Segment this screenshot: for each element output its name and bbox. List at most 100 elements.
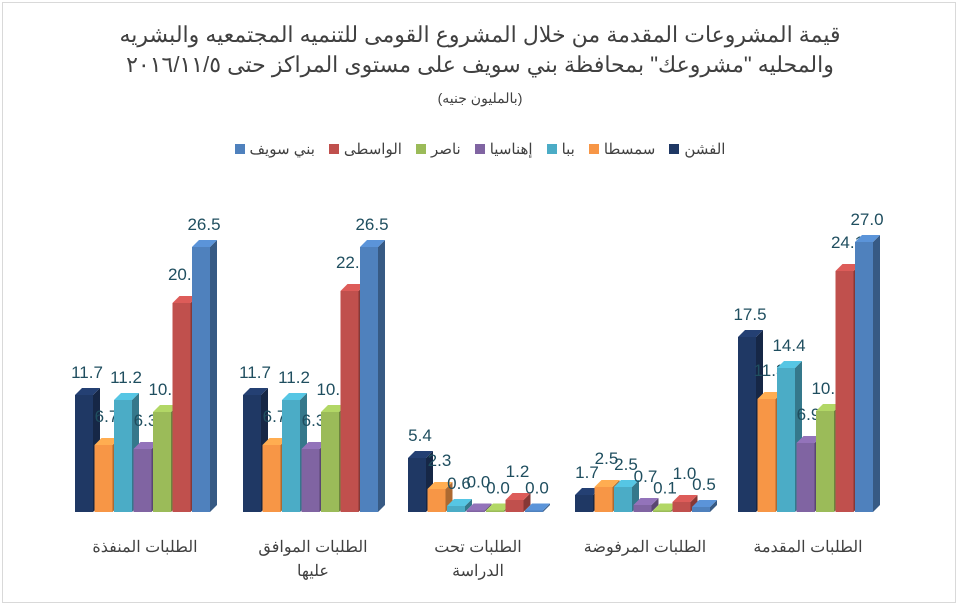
bar xyxy=(340,291,359,512)
bar xyxy=(172,303,191,512)
category-label: عليها xyxy=(297,563,329,580)
bar-top xyxy=(692,500,717,507)
bar xyxy=(153,412,171,512)
legend-swatch xyxy=(474,144,485,154)
bar xyxy=(486,510,504,512)
bar-top xyxy=(192,240,217,247)
bar xyxy=(243,395,261,512)
legend-item: الواسطى xyxy=(328,140,402,158)
bar-top xyxy=(594,480,620,487)
data-label: 5.4 xyxy=(408,426,432,445)
bar-top xyxy=(816,404,841,411)
data-label: 0.5 xyxy=(692,475,716,494)
category-label: الدراسة xyxy=(452,563,504,580)
legend-swatch xyxy=(669,144,680,154)
legend-label: الفشن xyxy=(684,141,726,158)
bar-top xyxy=(835,264,861,271)
bar xyxy=(835,271,854,512)
bar xyxy=(855,242,873,512)
bar xyxy=(321,412,339,512)
bar-top xyxy=(75,388,100,395)
bar-top xyxy=(301,442,327,449)
legend-label: سمسطا xyxy=(603,141,656,158)
bar xyxy=(192,247,210,512)
bar-top xyxy=(855,235,880,242)
legend: الفشن سمسطا ببا إهناسيا ناصر الواسطى بني سويف xyxy=(0,140,960,158)
bar-top xyxy=(575,488,600,495)
legend-item: إهناسيا xyxy=(474,140,533,158)
bar-top xyxy=(633,498,659,505)
bar-top xyxy=(486,503,511,511)
data-label: 6.7 xyxy=(95,407,119,426)
category-label: الطلبات الموافق xyxy=(258,539,367,556)
legend-swatch xyxy=(234,144,245,154)
data-label: 6.7 xyxy=(263,407,287,426)
category-label: الطلبات تحت xyxy=(434,539,521,556)
bar xyxy=(447,506,465,512)
category-label: الطلبات المنفذة xyxy=(92,539,197,556)
bar-top xyxy=(360,240,385,247)
category-label: الطلبات المقدمة xyxy=(753,539,862,556)
bar-top xyxy=(672,495,698,502)
bar-top xyxy=(614,480,639,487)
bar-top xyxy=(262,438,288,445)
legend-label: ناصر xyxy=(430,141,461,158)
legend-item: الفشن xyxy=(669,140,725,158)
data-label: 11.7 xyxy=(71,363,103,382)
data-label: 1.7 xyxy=(575,463,599,482)
bar-top xyxy=(738,330,763,337)
bar xyxy=(796,443,815,512)
legend-item: سمسطا xyxy=(588,140,656,158)
data-label: 0.6 xyxy=(447,474,471,493)
bar-side xyxy=(523,493,531,512)
data-label: 6.3 xyxy=(134,411,158,430)
data-label: 11.2 xyxy=(278,368,310,387)
bar xyxy=(653,510,671,512)
data-label: 6.9 xyxy=(797,405,821,424)
bar xyxy=(594,487,613,512)
bar xyxy=(282,400,300,512)
data-label: 11.2 xyxy=(110,368,142,387)
bar-top xyxy=(321,405,346,412)
data-label: 27.0 xyxy=(850,210,883,229)
bar xyxy=(692,507,710,512)
bar xyxy=(360,247,378,512)
bar-side xyxy=(484,503,492,512)
bar xyxy=(75,395,93,512)
bar xyxy=(133,449,152,512)
chart-title-line2: والمحليه "مشروعك" بمحافظة بني سويف على م… xyxy=(126,52,834,77)
legend-label: ببا xyxy=(561,141,575,158)
bar-top xyxy=(114,393,139,400)
legend-swatch xyxy=(415,144,426,154)
bar xyxy=(505,500,524,512)
bar-side xyxy=(210,240,217,512)
legend-swatch xyxy=(328,144,339,154)
bar xyxy=(633,505,652,512)
chart-title-line1: قيمة المشروعات المقدمة من خلال المشروع ا… xyxy=(119,22,841,47)
data-label: 1.0 xyxy=(673,464,697,483)
legend-item: ببا xyxy=(546,140,575,158)
bar-side xyxy=(873,235,880,512)
bar-top xyxy=(133,442,159,449)
bar-top xyxy=(282,393,307,400)
bar xyxy=(408,458,426,512)
legend-item: ناصر xyxy=(415,140,461,158)
bar-side xyxy=(710,500,717,512)
data-label: 1.2 xyxy=(506,462,530,481)
bar-top xyxy=(153,405,178,412)
data-label: 2.5 xyxy=(595,449,619,468)
data-label: 0.1 xyxy=(653,479,677,498)
bar-top xyxy=(408,451,433,458)
bar-side xyxy=(378,240,385,512)
bar xyxy=(738,337,756,512)
bar-top xyxy=(757,392,783,399)
legend-label: إهناسيا xyxy=(489,141,533,158)
bar-top xyxy=(777,361,802,368)
bar-top xyxy=(172,296,198,303)
data-label: 11.7 xyxy=(239,363,271,382)
data-label: 6.3 xyxy=(302,411,326,430)
legend-label: بني سويف xyxy=(249,141,315,158)
bar-side xyxy=(651,498,659,512)
category-label: الطلبات المرفوضة xyxy=(584,539,706,556)
bar xyxy=(427,489,446,512)
